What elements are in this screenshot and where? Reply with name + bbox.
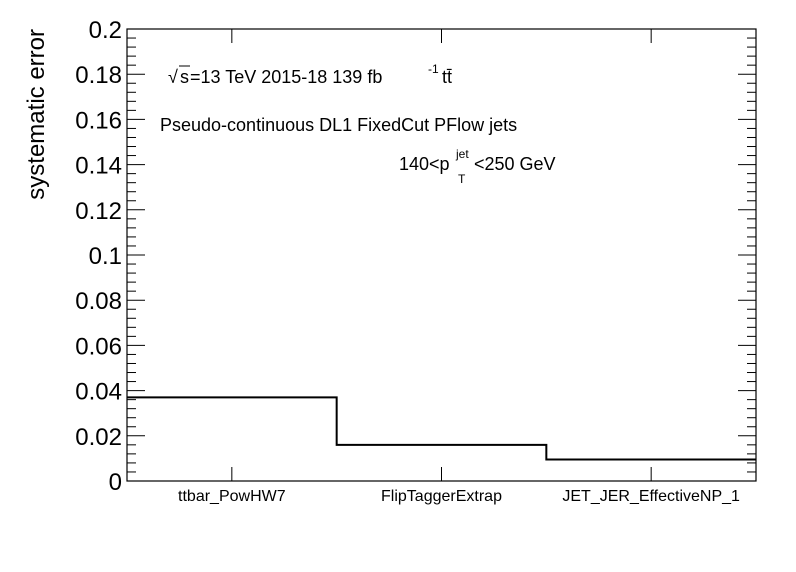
y-tick-label: 0.18 (75, 62, 122, 89)
y-tick-label: 0.04 (75, 379, 122, 406)
plot-frame (126, 28, 757, 482)
x-category-label: JET_JER_EffectiveNP_1 (562, 488, 740, 505)
x-category-label: ttbar_PowHW7 (178, 488, 286, 505)
y-tick-label: 0 (109, 469, 122, 496)
histogram-step-line (127, 396, 756, 461)
pt-superscript: jet (455, 147, 469, 161)
energy-lumi-text: =13 TeV 2015-18 139 fb (190, 67, 382, 87)
y-tick-label: 0.1 (89, 243, 122, 270)
y-axis-ticks (127, 28, 756, 482)
y-tick-label: 0.08 (75, 288, 122, 315)
y-tick-label: 0.02 (75, 424, 122, 451)
pt-suffix: <250 GeV (474, 154, 556, 174)
energy-annotation: √ s =13 TeV 2015-18 139 fb -1 tt̄ (168, 62, 452, 87)
sqrt-s-text: s (180, 67, 189, 87)
lumi-exponent: -1 (428, 62, 439, 76)
x-axis-category-labels: ttbar_PowHW7 FlipTaggerExtrap JET_JER_Effe… (178, 488, 740, 505)
pt-range-annotation: 140<p jet T <250 GeV (399, 147, 556, 186)
x-category-label: FlipTaggerExtrap (381, 488, 502, 505)
y-axis-title: systematic error (23, 29, 50, 200)
x-axis-ticks (231, 29, 652, 481)
tagger-annotation: Pseudo-continuous DL1 FixedCut PFlow jet… (160, 115, 517, 135)
y-tick-label: 0.12 (75, 198, 122, 225)
y-tick-label: 0.14 (75, 153, 122, 180)
y-tick-label: 0.06 (75, 333, 122, 360)
y-tick-label: 0.2 (89, 17, 122, 44)
pt-subscript: T (458, 172, 466, 186)
y-tick-label: 0.16 (75, 107, 122, 134)
y-axis-tick-labels: 0 0.02 0.04 0.06 0.08 0.1 0.12 0.14 0.16 0.18 0.2 (75, 17, 122, 496)
pt-prefix: 140<p (399, 154, 450, 174)
sqrt-symbol: √ (168, 67, 178, 87)
process-text: tt̄ (442, 67, 452, 87)
